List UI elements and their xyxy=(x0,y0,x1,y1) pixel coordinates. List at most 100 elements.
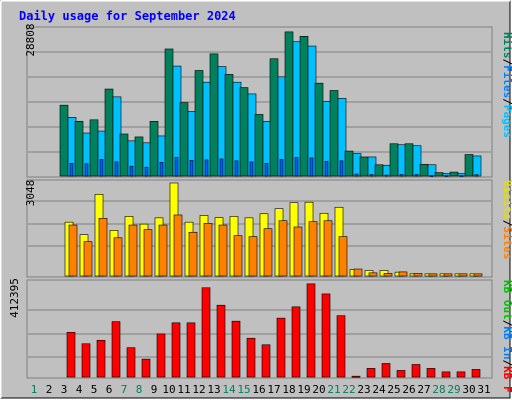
bar-hits xyxy=(224,74,234,177)
x-tick-label: 27 xyxy=(417,383,430,396)
bar-hits xyxy=(299,35,309,177)
bar-pages xyxy=(264,162,269,177)
bar-pages xyxy=(354,173,359,177)
bar-sites xyxy=(323,220,333,277)
x-tick-label: 22 xyxy=(342,383,355,396)
x-tick-label: 25 xyxy=(387,383,400,396)
bar-pages xyxy=(429,175,434,177)
bar-pages xyxy=(189,160,194,177)
bar-hits xyxy=(434,172,444,177)
bar-kbf xyxy=(231,320,241,378)
bar-hits xyxy=(449,171,459,177)
legend-visits: Visits xyxy=(501,180,512,220)
bar-kbf xyxy=(396,370,406,378)
x-tick-label: 31 xyxy=(477,383,490,396)
bar-kbf xyxy=(291,306,301,378)
x-tick-label: 9 xyxy=(151,383,158,396)
bar-kbf xyxy=(366,368,376,378)
legend-pages: Pages xyxy=(501,105,512,138)
x-tick-label: 6 xyxy=(106,383,113,396)
bar-sites xyxy=(383,273,393,277)
bar-sites xyxy=(203,223,213,277)
bar-hits xyxy=(404,143,414,177)
legend-kb-out: KB Out xyxy=(501,280,512,320)
bar-kbf xyxy=(351,375,361,378)
bar-pages xyxy=(444,175,449,177)
bar-kbf xyxy=(246,337,256,378)
bar-pages xyxy=(474,174,479,177)
bar-pages xyxy=(369,174,374,177)
legend-separator: / xyxy=(501,220,512,227)
x-tick-label: 4 xyxy=(76,383,83,396)
legend-separator: / xyxy=(501,360,512,367)
bar-pages xyxy=(99,159,104,177)
x-axis-labels: 1 2 3 4 5 6 7 8 9 10 11 12 13 14 15 16 17 18 19 20 21 22 23 24 2… xyxy=(31,383,491,396)
bar-sites xyxy=(398,271,408,277)
bar-pages xyxy=(384,174,389,177)
legend-hits: Hits xyxy=(501,32,512,59)
bar-pages xyxy=(144,166,149,177)
bar-hits xyxy=(269,58,279,177)
chart-title: Daily usage for September 2024 xyxy=(19,9,236,23)
x-tick-label: 26 xyxy=(402,383,415,396)
x-tick-label: 17 xyxy=(267,383,280,396)
bar-hits xyxy=(314,82,324,177)
bar-pages xyxy=(249,161,254,177)
bar-kbf xyxy=(321,293,331,378)
bottom-legend: KB Out/KB In/KB F xyxy=(501,280,512,393)
bar-kbf xyxy=(471,369,481,378)
bar-hits xyxy=(119,133,129,177)
bar-hits xyxy=(344,150,354,177)
bar-sites xyxy=(158,224,168,277)
x-tick-label: 21 xyxy=(327,383,340,396)
x-tick-label: 16 xyxy=(252,383,265,396)
bar-pages xyxy=(414,174,419,177)
bottom-panel-bars xyxy=(66,283,481,378)
x-tick-label: 15 xyxy=(237,383,250,396)
bar-kbf xyxy=(441,371,451,378)
bar-pages xyxy=(84,163,89,177)
bar-sites xyxy=(443,273,453,277)
bar-pages xyxy=(279,159,284,177)
bar-sites xyxy=(278,220,288,277)
bar-pages xyxy=(324,161,329,177)
bar-hits xyxy=(179,102,189,177)
bar-sites xyxy=(218,224,228,277)
bar-hits xyxy=(464,154,474,177)
bar-sites xyxy=(98,218,108,277)
legend-kb-f: KB F xyxy=(501,366,512,393)
x-tick-label: 24 xyxy=(372,383,386,396)
legend-separator: / xyxy=(501,59,512,66)
bar-kbf xyxy=(111,321,121,378)
bar-kbf xyxy=(216,304,226,378)
bar-kbf xyxy=(126,347,136,378)
bar-sites xyxy=(413,273,423,277)
bar-hits xyxy=(419,163,429,177)
x-tick-label: 18 xyxy=(282,383,295,396)
bar-hits xyxy=(239,87,249,177)
bottom-y-tick-label: 412395 xyxy=(8,278,21,318)
bar-hits xyxy=(104,88,114,177)
bar-kbf xyxy=(276,317,286,378)
bar-hits xyxy=(374,164,384,177)
middle-panel-bars xyxy=(64,182,483,277)
bar-kbf xyxy=(201,287,211,378)
bar-sites xyxy=(458,273,468,277)
bar-hits xyxy=(149,120,159,177)
bar-kbf xyxy=(171,322,181,378)
bar-sites xyxy=(338,236,348,277)
x-tick-label: 2 xyxy=(46,383,53,396)
bar-kbf xyxy=(81,343,91,378)
bar-sites xyxy=(368,272,378,277)
bar-pages xyxy=(459,175,464,177)
bar-hits xyxy=(254,114,264,177)
bar-sites xyxy=(248,236,258,277)
x-tick-label: 12 xyxy=(192,383,205,396)
x-tick-label: 10 xyxy=(162,383,175,396)
bar-pages xyxy=(159,162,164,177)
x-tick-label: 23 xyxy=(357,383,370,396)
x-tick-label: 14 xyxy=(222,383,236,396)
bar-sites xyxy=(308,221,318,277)
bar-kbf xyxy=(381,363,391,378)
middle-y-tick-label: 3048 xyxy=(24,180,37,207)
